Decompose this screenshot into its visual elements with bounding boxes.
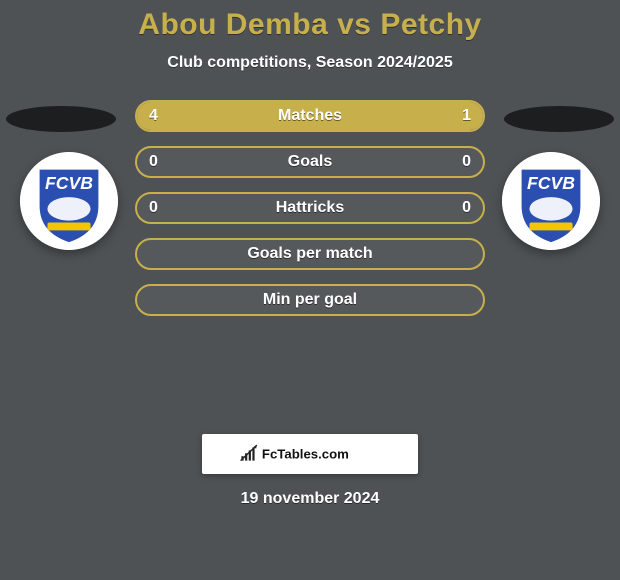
stat-value-left: 4 [149, 102, 158, 130]
stat-row: 0 0Hattricks [135, 192, 485, 224]
club-badge-right: FCVB [502, 152, 600, 250]
club-badge-left: FCVB [20, 152, 118, 250]
comparison-arena: FCVB FCVB 41Matches00Goals00HattricksGoa… [0, 100, 620, 430]
stat-fill-right [414, 102, 483, 130]
page-subtitle: Club competitions, Season 2024/2025 [0, 54, 620, 72]
badge-subtext-bar [47, 223, 90, 231]
stat-label: Min per goal [137, 286, 483, 314]
stat-fill-left [137, 102, 414, 130]
stat-row: Goals per match [135, 238, 485, 270]
badge-mascot-oval [529, 197, 572, 221]
stat-bars: 41Matches00Goals00HattricksGoals per mat… [135, 100, 485, 330]
player-shadow-left [6, 106, 116, 132]
stat-value-right: 0 [462, 194, 471, 222]
badge-subtext-bar [529, 223, 572, 231]
badge-text-right: FCVB [527, 173, 575, 193]
stat-label: Hattricks [137, 194, 483, 222]
stat-row: 41Matches [135, 100, 485, 132]
stat-value-left: 0 [149, 194, 158, 222]
stat-label: Goals [137, 148, 483, 176]
watermark-text: FcTables.com [262, 446, 349, 461]
club-crest-icon: FCVB [502, 152, 600, 250]
stat-label: Goals per match [137, 240, 483, 268]
page-title: Abou Demba vs Petchy [0, 0, 620, 42]
stat-row: 0 0Goals [135, 146, 485, 178]
stat-value-right: 0 [462, 148, 471, 176]
watermark-badge: FcTables.com [202, 434, 418, 474]
stat-row: Min per goal [135, 284, 485, 316]
date-text: 19 november 2024 [0, 490, 620, 508]
club-crest-icon: FCVB [20, 152, 118, 250]
stat-value-left: 0 [149, 148, 158, 176]
badge-mascot-oval [47, 197, 90, 221]
fctables-logo-icon: FcTables.com [237, 443, 384, 465]
player-shadow-right [504, 106, 614, 132]
stat-value-right: 1 [462, 102, 471, 130]
badge-text-left: FCVB [45, 173, 93, 193]
